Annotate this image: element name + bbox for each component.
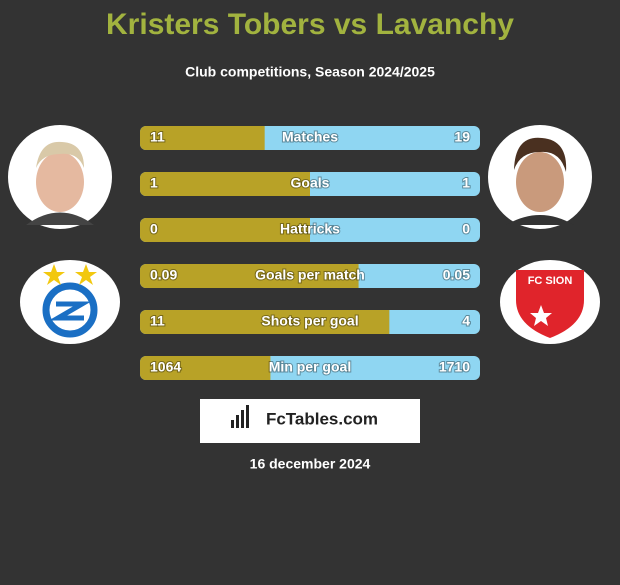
right-value: 0.05 bbox=[443, 267, 470, 283]
club-logo-text: FC SION bbox=[528, 275, 573, 287]
right-value: 1710 bbox=[439, 359, 470, 375]
stat-label: Goals bbox=[291, 175, 330, 191]
stat-label: Hattricks bbox=[280, 221, 340, 237]
right-club-logo: FC SION bbox=[500, 260, 600, 344]
stat-label: Shots per goal bbox=[261, 313, 358, 329]
right-value: 4 bbox=[462, 313, 470, 329]
stat-label: Matches bbox=[282, 129, 338, 145]
left-value: 1 bbox=[150, 175, 158, 191]
right-value: 19 bbox=[454, 129, 470, 145]
left-bar bbox=[140, 356, 271, 380]
left-value: 0.09 bbox=[150, 267, 177, 283]
left-value: 11 bbox=[150, 313, 165, 329]
subtitle: Club competitions, Season 2024/2025 bbox=[185, 64, 435, 80]
left-value: 1064 bbox=[150, 359, 181, 375]
right-value: 0 bbox=[462, 221, 470, 237]
right-player-photo bbox=[488, 125, 592, 229]
right-value: 1 bbox=[462, 175, 470, 191]
title: Kristers Tobers vs Lavanchy bbox=[106, 8, 514, 41]
date: 16 december 2024 bbox=[250, 456, 371, 472]
left-bar bbox=[140, 310, 390, 334]
stat-label: Goals per match bbox=[255, 267, 365, 283]
left-club-logo bbox=[20, 260, 120, 344]
left-bar bbox=[140, 264, 359, 288]
left-bar bbox=[140, 126, 265, 150]
left-bar bbox=[140, 218, 310, 242]
brand-icon bbox=[231, 405, 249, 428]
left-player-photo bbox=[8, 125, 112, 229]
stat-label: Min per goal bbox=[269, 359, 351, 375]
brand: FcTables.com bbox=[266, 409, 378, 428]
left-bar bbox=[140, 172, 310, 196]
left-value: 0 bbox=[150, 221, 158, 237]
left-value: 11 bbox=[150, 129, 165, 145]
